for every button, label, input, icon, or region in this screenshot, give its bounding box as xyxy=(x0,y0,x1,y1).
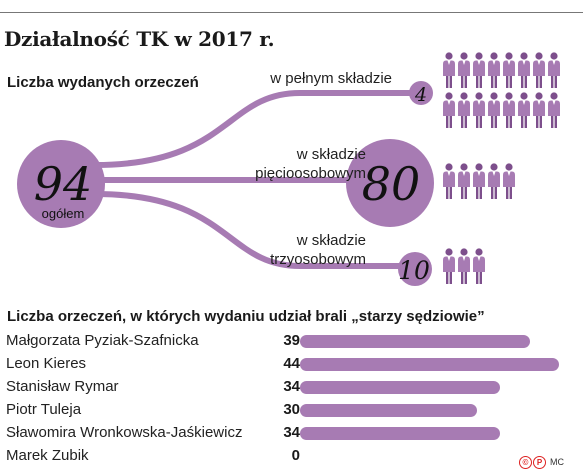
total-label: ogółem xyxy=(42,206,85,221)
full-bench-label: w pełnym składzie xyxy=(270,70,392,87)
judge-icons-group xyxy=(443,52,560,284)
judges-subtitle: Liczba orzeczeń, w których wydaniu udzia… xyxy=(7,308,485,325)
judge-person-icon xyxy=(488,52,500,88)
judge-person-icon xyxy=(503,92,515,128)
judge-value: 44 xyxy=(283,355,300,372)
judge-bar xyxy=(300,358,559,371)
judge-person-icon xyxy=(443,92,455,128)
judge-name: Małgorzata Pyziak-Szafnicka xyxy=(6,332,199,349)
judge-person-icon xyxy=(443,248,455,284)
judge-person-icon xyxy=(533,92,545,128)
judge-person-icon xyxy=(548,52,560,88)
judge-person-icon xyxy=(518,92,530,128)
judge-person-icon xyxy=(518,52,530,88)
judge-row: Stanisław Rymar 34 xyxy=(0,376,583,399)
judge-row: Sławomira Wronkowska-Jaśkiewicz 34 xyxy=(0,422,583,445)
five-bench-label: w składzie pięcioosobowym xyxy=(255,146,366,182)
five-bench-circle xyxy=(346,139,434,227)
judge-person-icon xyxy=(548,92,560,128)
judge-name: Piotr Tuleja xyxy=(6,401,82,418)
judge-person-icon xyxy=(443,52,455,88)
three-bench-circle xyxy=(398,252,432,286)
judge-person-icon xyxy=(488,163,500,199)
judge-row: Piotr Tuleja 30 xyxy=(0,399,583,422)
judge-row: Marek Zubik 0 xyxy=(0,445,583,468)
infographic-title: Działalność TK w 2017 r. xyxy=(4,27,275,51)
judge-person-icon xyxy=(458,248,470,284)
flow-line-three xyxy=(94,191,402,269)
judge-value: 39 xyxy=(283,332,300,349)
judge-value: 34 xyxy=(283,378,300,395)
total-circle xyxy=(17,140,105,228)
agency-initials: MC xyxy=(550,457,564,467)
rulings-subtitle: Liczba wydanych orzeczeń xyxy=(7,74,199,91)
judge-person-icon xyxy=(473,92,485,128)
judge-name: Stanisław Rymar xyxy=(6,378,119,395)
judge-person-icon xyxy=(458,163,470,199)
judge-person-icon xyxy=(533,52,545,88)
judge-person-icon xyxy=(458,52,470,88)
total-value: 94 xyxy=(34,157,93,211)
five-bench-value: 80 xyxy=(362,157,421,211)
judge-bar xyxy=(300,381,501,394)
judge-person-icon xyxy=(473,248,485,284)
judge-person-icon xyxy=(458,92,470,128)
three-bench-label: w składzie trzyosobowym xyxy=(270,232,366,268)
judge-value: 0 xyxy=(291,447,300,464)
judge-row: Leon Kieres 44 xyxy=(0,353,583,376)
judge-person-icon xyxy=(473,52,485,88)
three-bench-value: 10 xyxy=(398,256,430,285)
agency-logo: © P MC xyxy=(519,456,564,469)
full-bench-circle xyxy=(409,81,433,105)
judge-bar xyxy=(300,427,501,440)
top-rule xyxy=(0,12,583,13)
flow-line-full xyxy=(94,90,412,168)
judge-value: 30 xyxy=(283,401,300,418)
full-bench-value: 4 xyxy=(414,84,427,106)
judge-name: Leon Kieres xyxy=(6,355,87,372)
judge-name: Marek Zubik xyxy=(6,447,89,464)
judge-bar xyxy=(300,404,477,417)
judge-row: Małgorzata Pyziak-Szafnicka 39 xyxy=(0,330,583,353)
pap-icon: P xyxy=(533,456,546,469)
judge-bar xyxy=(300,335,530,348)
judge-name: Sławomira Wronkowska-Jaśkiewicz xyxy=(6,424,243,441)
judge-person-icon xyxy=(503,163,515,199)
judge-person-icon xyxy=(488,92,500,128)
judge-value: 34 xyxy=(283,424,300,441)
judge-person-icon xyxy=(443,163,455,199)
copyright-icon: © xyxy=(519,456,532,469)
judge-person-icon xyxy=(503,52,515,88)
judge-person-icon xyxy=(473,163,485,199)
